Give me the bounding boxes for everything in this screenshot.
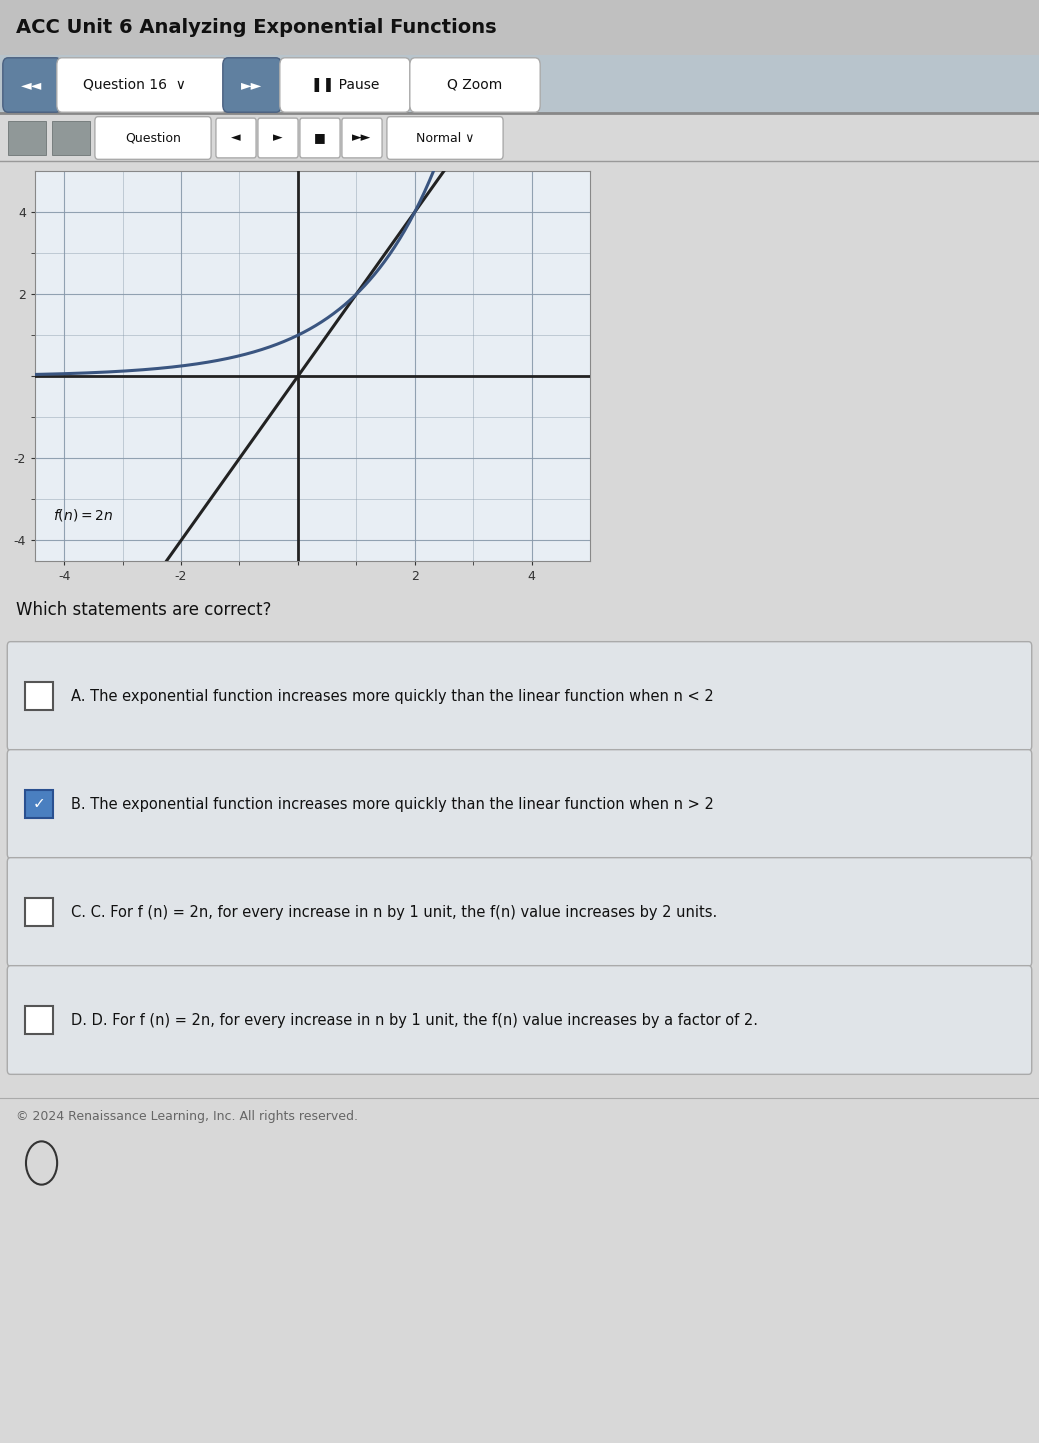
Text: Q Zoom: Q Zoom bbox=[448, 78, 503, 92]
Text: ►►: ►► bbox=[352, 131, 372, 144]
Text: B. The exponential function increases more quickly than the linear function when: B. The exponential function increases mo… bbox=[71, 797, 714, 811]
Text: Question: Question bbox=[125, 131, 181, 144]
Text: Question 16  ∨: Question 16 ∨ bbox=[82, 78, 185, 92]
Text: Normal ∨: Normal ∨ bbox=[416, 131, 474, 144]
Bar bbox=[0, 0, 1039, 55]
Text: ❚❚ Pause: ❚❚ Pause bbox=[311, 78, 379, 92]
Bar bbox=[0, 55, 1039, 113]
FancyBboxPatch shape bbox=[95, 117, 211, 159]
FancyBboxPatch shape bbox=[7, 642, 1032, 750]
FancyBboxPatch shape bbox=[7, 965, 1032, 1075]
Bar bbox=[25, 898, 53, 926]
Text: ACC Unit 6 Analyzing Exponential Functions: ACC Unit 6 Analyzing Exponential Functio… bbox=[16, 17, 497, 38]
Bar bbox=[0, 162, 1039, 1443]
FancyBboxPatch shape bbox=[216, 118, 256, 157]
Bar bbox=[52, 121, 90, 154]
Text: A. The exponential function increases more quickly than the linear function when: A. The exponential function increases mo… bbox=[71, 688, 714, 704]
FancyBboxPatch shape bbox=[387, 117, 503, 159]
Text: ◄◄: ◄◄ bbox=[22, 78, 43, 92]
Text: ►: ► bbox=[273, 131, 283, 144]
FancyBboxPatch shape bbox=[7, 857, 1032, 967]
FancyBboxPatch shape bbox=[300, 118, 340, 157]
Text: ►►: ►► bbox=[241, 78, 263, 92]
Text: © 2024 Renaissance Learning, Inc. All rights reserved.: © 2024 Renaissance Learning, Inc. All ri… bbox=[16, 1110, 357, 1123]
FancyBboxPatch shape bbox=[3, 58, 61, 113]
Bar bbox=[0, 113, 1039, 162]
FancyBboxPatch shape bbox=[57, 58, 228, 113]
Bar bbox=[8, 121, 46, 154]
FancyBboxPatch shape bbox=[409, 58, 540, 113]
Text: D. D. For f (n) = 2n, for every increase in n by 1 unit, the f(n) value increase: D. D. For f (n) = 2n, for every increase… bbox=[71, 1013, 758, 1027]
FancyBboxPatch shape bbox=[7, 750, 1032, 859]
FancyBboxPatch shape bbox=[279, 58, 410, 113]
Text: ✓: ✓ bbox=[32, 797, 46, 811]
Text: C. C. For f (n) = 2n, for every increase in n by 1 unit, the f(n) value increase: C. C. For f (n) = 2n, for every increase… bbox=[71, 905, 717, 919]
FancyBboxPatch shape bbox=[222, 58, 282, 113]
Bar bbox=[25, 789, 53, 818]
Text: ■: ■ bbox=[314, 131, 326, 144]
Text: $f(n) = 2n$: $f(n) = 2n$ bbox=[53, 508, 113, 524]
Text: Which statements are correct?: Which statements are correct? bbox=[16, 600, 271, 619]
FancyBboxPatch shape bbox=[342, 118, 382, 157]
Bar bbox=[25, 683, 53, 710]
FancyBboxPatch shape bbox=[258, 118, 298, 157]
Bar bbox=[25, 1006, 53, 1035]
Text: ◄: ◄ bbox=[232, 131, 241, 144]
